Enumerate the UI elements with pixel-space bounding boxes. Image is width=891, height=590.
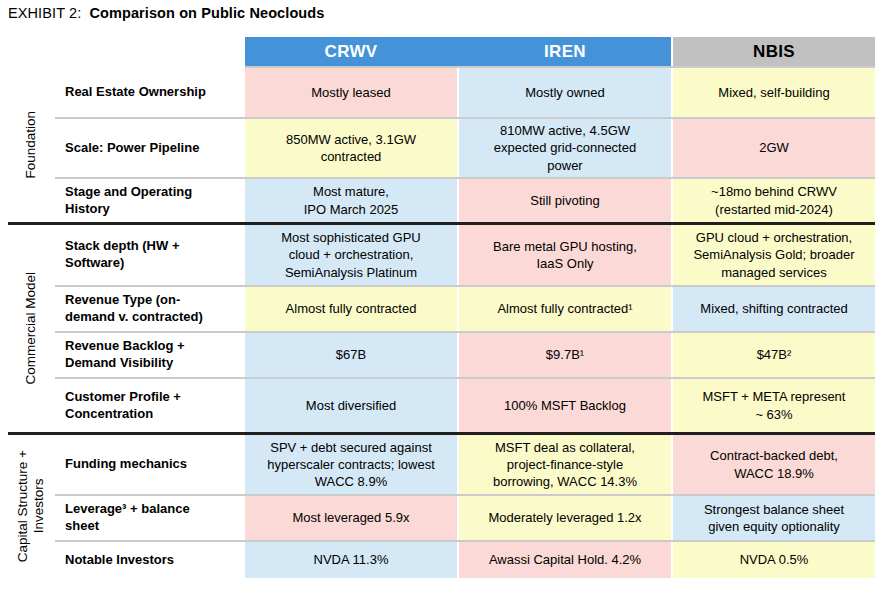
table-row: Customer Profile + ConcentrationMost div… — [55, 379, 875, 432]
row-label: Stage and Operating History — [55, 179, 245, 222]
column-header-crwv: CRWV — [245, 37, 457, 66]
header-gutter-spacer — [8, 37, 55, 66]
cell-crwv: Most diversified — [245, 379, 457, 432]
cell-nbis: $47B² — [673, 333, 875, 377]
cell-crwv: NVDA 11.3% — [245, 542, 457, 578]
cell-iren: Mostly owned — [459, 68, 671, 117]
row-label: Notable Investors — [55, 542, 245, 578]
group-gutter: Foundation — [8, 68, 55, 222]
table-header: CRWV IREN NBIS — [8, 37, 875, 66]
table-body: Foundation Real Estate OwnershipMostly le… — [8, 68, 875, 578]
group-label: Foundation — [23, 111, 39, 179]
group-label: Capital Structure + Investors — [15, 450, 47, 562]
cell-iren: Bare metal GPU hosting, IaaS Only — [459, 225, 671, 285]
cell-crwv: 850MW active, 3.1GW contracted — [245, 119, 457, 177]
table-row: Leverage³ + balance sheetMost leveraged … — [55, 496, 875, 540]
cell-crwv: SPV + debt secured against hyperscaler c… — [245, 435, 457, 494]
group-0: Foundation Real Estate OwnershipMostly le… — [8, 68, 875, 222]
cell-nbis: GPU cloud + orchestration, SemiAnalysis … — [673, 225, 875, 285]
row-label: Revenue Backlog + Demand Visibility — [55, 333, 245, 377]
cell-iren: Almost fully contracted¹ — [459, 287, 671, 331]
column-header-nbis: NBIS — [673, 37, 875, 66]
cell-iren: 810MW active, 4.5GW expected grid-connec… — [459, 119, 671, 177]
table-row: Revenue Type (on- demand v. contracted)A… — [55, 287, 875, 331]
cell-nbis: 2GW — [673, 119, 875, 177]
table-row: Revenue Backlog + Demand Visibility$67B$… — [55, 333, 875, 377]
cell-crwv: $67B — [245, 333, 457, 377]
group-gutter: Capital Structure + Investors — [8, 435, 55, 578]
row-label: Scale: Power Pipeline — [55, 119, 245, 177]
group-rows: Stack depth (HW + Software)Most sophisti… — [55, 225, 875, 432]
header-label-spacer — [55, 37, 245, 66]
cell-nbis: MSFT + META represent ~ 63% — [673, 379, 875, 432]
exhibit-title: EXHIBIT 2: Comparison on Public Neocloud… — [8, 5, 324, 21]
exhibit-canvas: EXHIBIT 2: Comparison on Public Neocloud… — [0, 0, 891, 590]
cell-nbis: Mixed, self-building — [673, 68, 875, 117]
group-gutter: Commercial Model — [8, 225, 55, 432]
cell-crwv: Almost fully contracted — [245, 287, 457, 331]
table-row: Stack depth (HW + Software)Most sophisti… — [55, 225, 875, 285]
table-row: Real Estate OwnershipMostly leasedMostly… — [55, 68, 875, 117]
cell-crwv: Most leveraged 5.9x — [245, 496, 457, 540]
group-rows: Funding mechanicsSPV + debt secured agai… — [55, 435, 875, 578]
cell-nbis: NVDA 0.5% — [673, 542, 875, 578]
group-label: Commercial Model — [23, 272, 39, 385]
row-label: Revenue Type (on- demand v. contracted) — [55, 287, 245, 331]
group-rows: Real Estate OwnershipMostly leasedMostly… — [55, 68, 875, 222]
cell-iren: $9.7B¹ — [459, 333, 671, 377]
exhibit-title-text: Comparison on Public Neoclouds — [89, 5, 324, 21]
cell-iren: 100% MSFT Backlog — [459, 379, 671, 432]
cell-nbis: Strongest balance sheet given equity opt… — [673, 496, 875, 540]
table-row: Stage and Operating HistoryMost mature, … — [55, 179, 875, 222]
table-row: Notable InvestorsNVDA 11.3%Awassi Capita… — [55, 542, 875, 578]
cell-crwv: Mostly leased — [245, 68, 457, 117]
cell-nbis: Mixed, shifting contracted — [673, 287, 875, 331]
comparison-table: CRWV IREN NBIS Foundation Real Estate Own… — [8, 37, 875, 578]
row-label: Leverage³ + balance sheet — [55, 496, 245, 540]
cell-crwv: Most mature, IPO March 2025 — [245, 179, 457, 222]
row-label: Real Estate Ownership — [55, 68, 245, 117]
table-row: Scale: Power Pipeline850MW active, 3.1GW… — [55, 119, 875, 177]
cell-nbis: ~18mo behind CRWV (restarted mid-2024) — [673, 179, 875, 222]
cell-iren: MSFT deal as collateral, project-finance… — [459, 435, 671, 494]
table-row: Funding mechanicsSPV + debt secured agai… — [55, 435, 875, 494]
cell-iren: Still pivoting — [459, 179, 671, 222]
exhibit-number: EXHIBIT 2: — [8, 5, 81, 21]
group-1: Commercial Model Stack depth (HW + Softwa… — [8, 225, 875, 432]
row-label: Customer Profile + Concentration — [55, 379, 245, 432]
cell-iren: Awassi Capital Hold. 4.2% — [459, 542, 671, 578]
cell-iren: Moderately leveraged 1.2x — [459, 496, 671, 540]
cell-crwv: Most sophisticated GPU cloud + orchestra… — [245, 225, 457, 285]
cell-nbis: Contract-backed debt, WACC 18.9% — [673, 435, 875, 494]
row-label: Stack depth (HW + Software) — [55, 225, 245, 285]
group-2: Capital Structure + InvestorsFunding mec… — [8, 435, 875, 578]
column-header-iren: IREN — [459, 37, 671, 66]
row-label: Funding mechanics — [55, 435, 245, 494]
